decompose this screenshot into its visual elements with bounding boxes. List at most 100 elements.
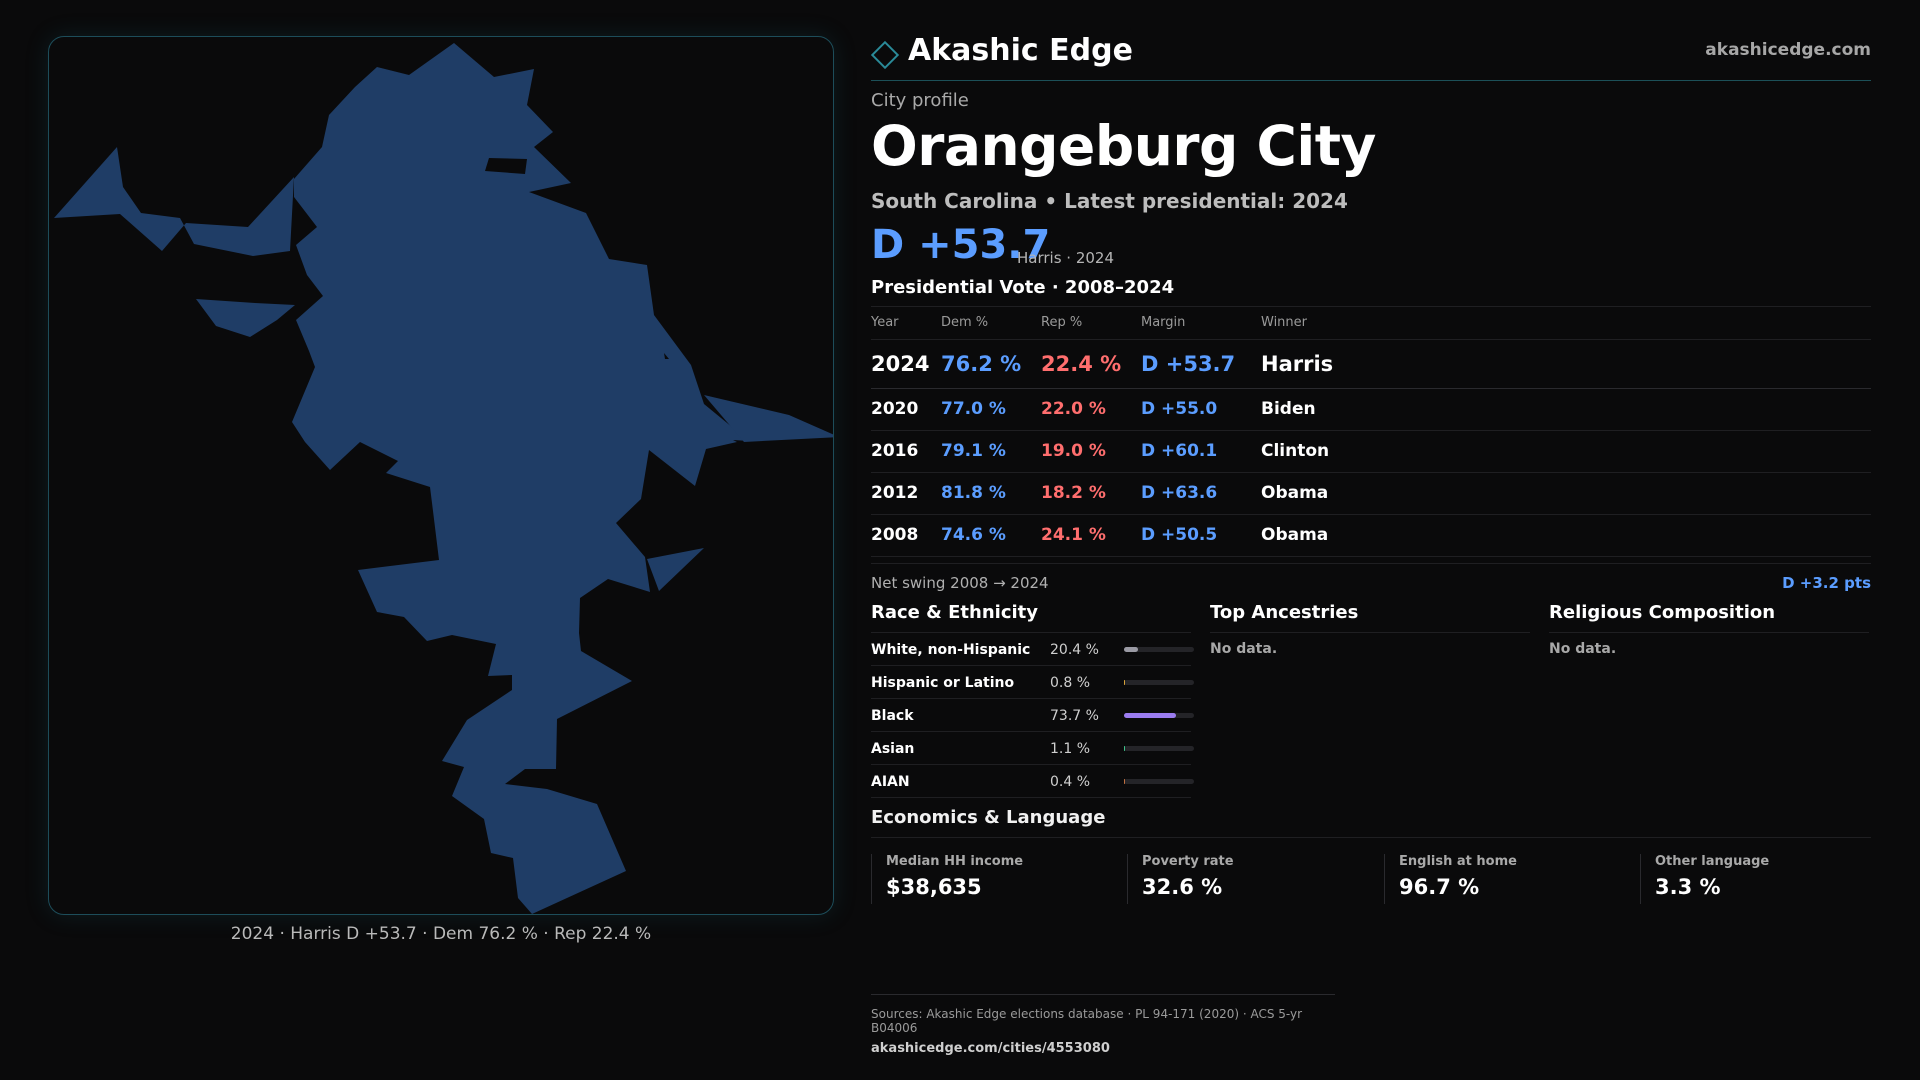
city-boundary-southwest-arm: [196, 299, 295, 337]
headline-margin: D +53.7: [871, 222, 1051, 268]
race-bar-fill: [1124, 713, 1176, 718]
header-rep: Rep %: [1041, 315, 1083, 330]
brand-domain-link[interactable]: akashicedge.com: [1705, 40, 1871, 60]
religion-empty: No data.: [1549, 641, 1617, 657]
row-year: 2020: [871, 399, 919, 419]
economics-section-title: Economics & Language: [871, 807, 1871, 838]
row-dem: 77.0 %: [941, 399, 1006, 419]
row-margin: D +55.0: [1141, 399, 1218, 419]
row-year: 2024: [871, 352, 930, 376]
race-bar-fill: [1124, 779, 1125, 784]
stat-label: Poverty rate: [1142, 854, 1234, 869]
map-hole: [664, 353, 669, 359]
row-dem: 76.2 %: [941, 352, 1022, 376]
footer-sources: Sources: Akashic Edge elections database…: [871, 1007, 1303, 1035]
city-boundary-west-arm: [54, 147, 294, 256]
city-boundary-main: [292, 43, 749, 914]
ancestries-section: Top Ancestries No data.: [1210, 602, 1530, 657]
list-item: Asian 1.1 %: [871, 732, 1194, 765]
vote-table: Year Dem % Rep % Margin Winner 2024 76.2…: [871, 306, 1871, 557]
row-winner: Biden: [1261, 399, 1316, 419]
race-bar: [1124, 680, 1194, 685]
map-caption: 2024 · Harris D +53.7 · Dem 76.2 % · Rep…: [230, 924, 652, 944]
row-rep: 22.4 %: [1041, 352, 1122, 376]
row-margin: D +53.7: [1141, 352, 1236, 376]
table-row: 2012 81.8 % 18.2 % D +63.6 Obama: [871, 473, 1871, 515]
row-dem: 81.8 %: [941, 483, 1006, 503]
header-dem: Dem %: [941, 315, 989, 330]
religion-section-title: Religious Composition: [1549, 602, 1869, 633]
stat-label: English at home: [1399, 854, 1517, 869]
list-item: White, non-Hispanic 20.4 %: [871, 633, 1194, 666]
race-bar-fill: [1124, 680, 1125, 685]
ancestries-section-title: Top Ancestries: [1210, 602, 1530, 633]
row-rep: 18.2 %: [1041, 483, 1106, 503]
table-row: 2024 76.2 % 22.4 % D +53.7 Harris: [871, 340, 1871, 389]
table-row: 2016 79.1 % 19.0 % D +60.1 Clinton: [871, 431, 1871, 473]
race-label: Asian: [871, 741, 915, 757]
race-label: Hispanic or Latino: [871, 675, 1015, 691]
stat-value: 96.7 %: [1399, 875, 1480, 899]
ancestries-empty: No data.: [1210, 641, 1278, 657]
profile-subtitle: South Carolina • Latest presidential: 20…: [871, 189, 1348, 213]
city-boundary-south-spur: [647, 548, 704, 591]
stat-poverty-rate: Poverty rate 32.6 %: [1127, 854, 1234, 904]
race-label: White, non-Hispanic: [871, 642, 1031, 658]
race-percent: 1.1 %: [1050, 741, 1091, 757]
row-year: 2016: [871, 441, 919, 461]
stat-value: 32.6 %: [1142, 875, 1223, 899]
race-section-title: Race & Ethnicity: [871, 602, 1191, 633]
headline-margin-meta: Harris · 2024: [1017, 249, 1115, 267]
row-winner: Clinton: [1261, 441, 1330, 461]
row-year: 2012: [871, 483, 919, 503]
row-winner: Obama: [1261, 525, 1329, 545]
row-year: 2008: [871, 525, 919, 545]
vote-section-title: Presidential Vote · 2008–2024: [871, 277, 1175, 298]
page-title: Orangeburg City: [871, 114, 1376, 178]
city-boundary-east-spur: [704, 395, 833, 442]
race-percent: 0.4 %: [1050, 774, 1091, 790]
net-swing-row: Net swing 2008 → 2024 D +3.2 pts: [871, 563, 1871, 596]
table-row: 2020 77.0 % 22.0 % D +55.0 Biden: [871, 389, 1871, 431]
row-margin: D +50.5: [1141, 525, 1218, 545]
list-item: Hispanic or Latino 0.8 %: [871, 666, 1194, 699]
city-map: [48, 36, 834, 915]
row-rep: 22.0 %: [1041, 399, 1106, 419]
list-item: Black 73.7 %: [871, 699, 1194, 732]
race-bar-fill: [1124, 746, 1125, 751]
vote-table-header: Year Dem % Rep % Margin Winner: [871, 306, 1871, 340]
row-winner: Obama: [1261, 483, 1329, 503]
row-winner: Harris: [1261, 352, 1334, 376]
race-bar: [1124, 779, 1194, 784]
stat-label: Median HH income: [886, 854, 1024, 869]
footer-url-link[interactable]: akashicedge.com/cities/4553080: [871, 1041, 1110, 1056]
footer: Sources: Akashic Edge elections database…: [871, 994, 1335, 1056]
brand-name[interactable]: Akashic Edge: [908, 33, 1133, 68]
brand-logo-icon: [870, 40, 900, 70]
header-winner: Winner: [1261, 315, 1308, 330]
row-margin: D +60.1: [1141, 441, 1218, 461]
table-row: 2008 74.6 % 24.1 % D +50.5 Obama: [871, 515, 1871, 557]
stat-median-income: Median HH income $38,635: [871, 854, 1023, 904]
row-margin: D +63.6: [1141, 483, 1218, 503]
net-swing-value: D +3.2 pts: [1782, 574, 1871, 592]
net-swing-label: Net swing 2008 → 2024: [871, 574, 1049, 592]
stat-value: $38,635: [886, 875, 982, 899]
race-percent: 0.8 %: [1050, 675, 1091, 691]
race-label: Black: [871, 708, 914, 724]
race-bar: [1124, 647, 1194, 652]
stat-value: 3.3 %: [1655, 875, 1721, 899]
race-bar-fill: [1124, 647, 1139, 652]
race-label: AIAN: [871, 774, 910, 790]
brand-header: Akashic Edge akashicedge.com: [870, 32, 1871, 81]
row-rep: 24.1 %: [1041, 525, 1106, 545]
race-bar: [1124, 713, 1194, 718]
race-percent: 73.7 %: [1050, 708, 1099, 724]
race-ethnicity-section: Race & Ethnicity White, non-Hispanic 20.…: [871, 602, 1194, 798]
list-item: AIAN 0.4 %: [871, 765, 1194, 798]
row-dem: 79.1 %: [941, 441, 1006, 461]
race-percent: 20.4 %: [1050, 642, 1099, 658]
header-margin: Margin: [1141, 315, 1186, 330]
city-boundary-map: [54, 43, 833, 914]
row-rep: 19.0 %: [1041, 441, 1106, 461]
